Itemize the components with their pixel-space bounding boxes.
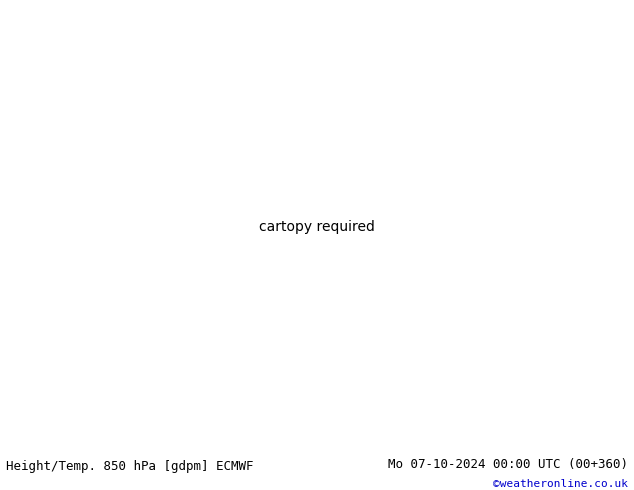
Text: Mo 07-10-2024 00:00 UTC (00+360): Mo 07-10-2024 00:00 UTC (00+360) xyxy=(387,458,628,471)
Text: ©weatheronline.co.uk: ©weatheronline.co.uk xyxy=(493,480,628,490)
Text: cartopy required: cartopy required xyxy=(259,220,375,234)
Text: Height/Temp. 850 hPa [gdpm] ECMWF: Height/Temp. 850 hPa [gdpm] ECMWF xyxy=(6,460,254,473)
